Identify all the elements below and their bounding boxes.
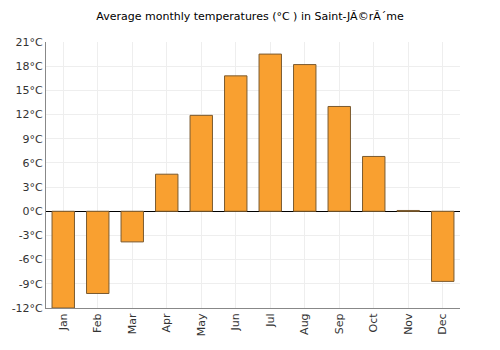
svg-text:Average monthly temperatures (: Average monthly temperatures (°C ) in Sa…	[96, 10, 404, 23]
svg-text:Jul: Jul	[264, 313, 277, 327]
svg-text:Dec: Dec	[436, 313, 449, 334]
svg-text:Apr: Apr	[160, 313, 173, 333]
svg-text:May: May	[195, 313, 208, 336]
svg-text:21°C: 21°C	[16, 36, 43, 49]
svg-text:Jan: Jan	[57, 313, 70, 331]
svg-text:9°C: 9°C	[23, 133, 43, 146]
svg-text:-12°C: -12°C	[12, 302, 43, 315]
svg-text:0°C: 0°C	[23, 205, 43, 218]
svg-text:3°C: 3°C	[23, 181, 43, 194]
svg-text:Nov: Nov	[402, 313, 415, 335]
svg-text:Sep: Sep	[333, 313, 346, 334]
svg-text:Jun: Jun	[229, 313, 242, 331]
svg-text:18°C: 18°C	[16, 60, 43, 73]
svg-text:6°C: 6°C	[23, 157, 43, 170]
svg-text:-3°C: -3°C	[19, 229, 43, 242]
svg-text:Feb: Feb	[91, 313, 104, 332]
svg-text:-9°C: -9°C	[19, 278, 43, 291]
svg-text:12°C: 12°C	[16, 108, 43, 121]
svg-text:Aug: Aug	[298, 313, 311, 334]
svg-text:15°C: 15°C	[16, 84, 43, 97]
svg-text:Mar: Mar	[126, 313, 139, 334]
svg-text:Oct: Oct	[367, 313, 380, 333]
svg-text:-6°C: -6°C	[19, 253, 43, 266]
